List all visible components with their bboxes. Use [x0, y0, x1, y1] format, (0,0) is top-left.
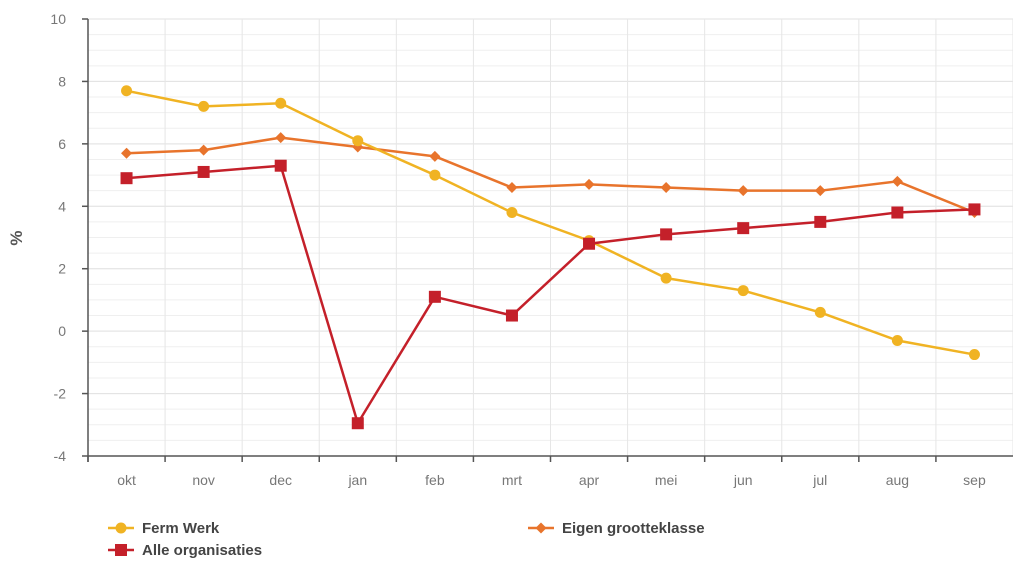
x-tick-label: mei — [655, 472, 678, 488]
data-point-eigen-grootteklasse — [429, 150, 441, 162]
series-eigen-grootteklasse — [121, 132, 980, 219]
series-line-eigen-grootteklasse — [126, 136, 975, 214]
x-tick-label: sep — [963, 472, 986, 488]
y-tick-label: -2 — [54, 386, 67, 402]
data-point-alle-organisaties — [120, 172, 133, 185]
y-tick-label: 6 — [58, 136, 66, 152]
legend-marker — [115, 522, 127, 534]
x-tick-label: jan — [347, 472, 367, 488]
data-point-eigen-grootteklasse — [198, 144, 210, 156]
y-tick-label: 10 — [50, 11, 66, 27]
data-point-alle-organisaties — [351, 417, 364, 430]
data-point-ferm-werk — [737, 285, 749, 297]
y-tick-label: 2 — [58, 261, 66, 277]
data-point-ferm-werk — [660, 272, 672, 284]
data-point-ferm-werk — [891, 335, 903, 347]
grid — [88, 18, 1013, 457]
x-tick-label: mrt — [502, 472, 522, 488]
series-line-alle-organisaties — [126, 164, 975, 425]
x-tick-label: jul — [812, 472, 827, 488]
data-point-alle-organisaties — [505, 309, 518, 322]
series-line-ferm-werk — [126, 89, 975, 356]
legend-item-ferm-werk[interactable]: Ferm Werk — [108, 520, 220, 537]
data-point-alle-organisaties — [737, 222, 750, 235]
legend-label: Ferm Werk — [142, 520, 220, 537]
legend-label: Eigen grootteklasse — [562, 520, 705, 537]
data-point-ferm-werk — [121, 85, 133, 97]
data-point-ferm-werk — [352, 135, 364, 147]
data-point-eigen-grootteklasse — [891, 175, 903, 187]
y-axis-ticks: -4 -2 0 2 4 6 8 10 — [50, 11, 88, 464]
legend: Ferm Werk Eigen grootteklasse Alle organis… — [108, 520, 705, 559]
x-tick-label: aug — [886, 472, 909, 488]
data-point-eigen-grootteklasse — [506, 182, 518, 194]
data-point-eigen-grootteklasse — [737, 185, 749, 197]
data-point-eigen-grootteklasse — [275, 132, 287, 144]
x-tick-label: apr — [579, 472, 600, 488]
data-point-alle-organisaties — [891, 206, 904, 219]
x-tick-label: jun — [733, 472, 753, 488]
legend-label: Alle organisaties — [142, 542, 262, 559]
data-point-eigen-grootteklasse — [583, 178, 595, 190]
data-point-ferm-werk — [429, 169, 441, 181]
x-tick-label: okt — [117, 472, 136, 488]
data-point-ferm-werk — [198, 100, 210, 112]
data-point-ferm-werk — [506, 207, 518, 219]
data-point-alle-organisaties — [660, 228, 673, 241]
legend-item-eigen-grootteklasse[interactable]: Eigen grootteklasse — [528, 520, 705, 537]
data-point-ferm-werk — [968, 349, 980, 361]
y-tick-label: 4 — [58, 198, 66, 214]
y-tick-label: -4 — [54, 448, 67, 464]
x-tick-label: feb — [425, 472, 445, 488]
data-point-alle-organisaties — [583, 237, 596, 250]
y-tick-label: 0 — [58, 323, 66, 339]
data-point-alle-organisaties — [197, 165, 210, 178]
y-axis-label: % — [7, 230, 26, 245]
x-axis-ticks: okt nov dec jan feb mrt apr mei jun jul aug sep — [87, 456, 986, 488]
data-point-ferm-werk — [275, 97, 287, 109]
x-tick-label: nov — [192, 472, 215, 488]
data-point-alle-organisaties — [814, 215, 827, 228]
data-point-alle-organisaties — [968, 203, 981, 216]
y-tick-label: 8 — [58, 73, 66, 89]
series-alle-organisaties — [120, 159, 981, 430]
x-tick-label: dec — [269, 472, 292, 488]
data-point-eigen-grootteklasse — [814, 185, 826, 197]
data-point-eigen-grootteklasse — [660, 182, 672, 194]
legend-marker — [115, 544, 127, 556]
data-point-alle-organisaties — [428, 290, 441, 303]
data-point-ferm-werk — [814, 306, 826, 318]
series-layer — [120, 85, 981, 430]
data-point-eigen-grootteklasse — [121, 147, 133, 159]
data-point-alle-organisaties — [274, 159, 287, 172]
legend-marker — [535, 522, 547, 534]
legend-item-alle-organisaties[interactable]: Alle organisaties — [108, 542, 262, 559]
